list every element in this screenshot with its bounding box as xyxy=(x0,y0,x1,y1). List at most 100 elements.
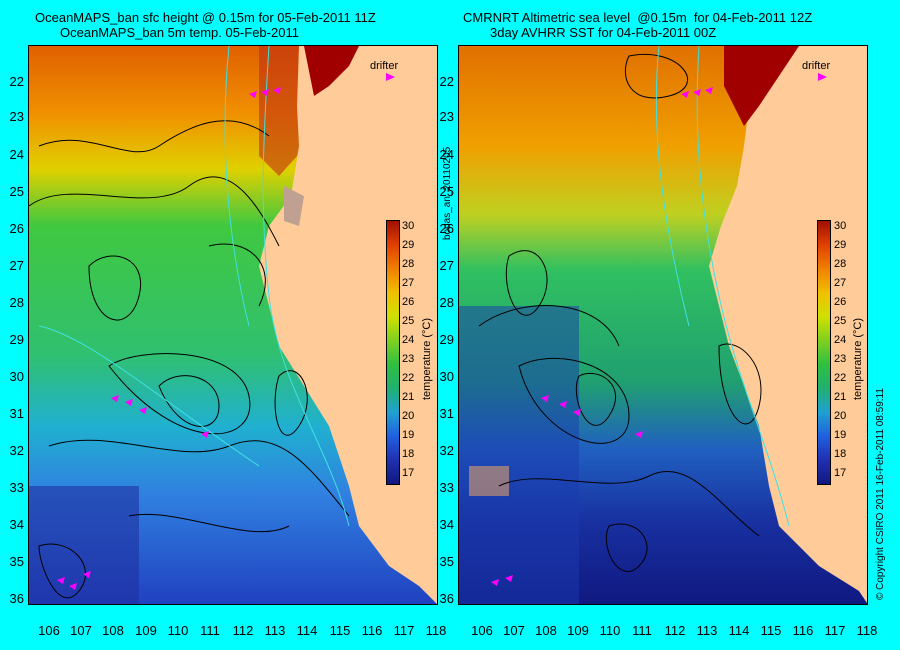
lat-tick: 29 xyxy=(439,332,454,347)
lon-tick: 110 xyxy=(599,623,621,638)
lat-tick: 28 xyxy=(439,295,454,310)
sea-height-contours xyxy=(29,120,350,599)
colorbar-tick: 17 xyxy=(834,467,847,479)
lon-tick: 109 xyxy=(135,623,157,638)
drifter-markers xyxy=(491,87,713,586)
colorbar-tick: 21 xyxy=(402,391,415,403)
lon-tick: 108 xyxy=(102,623,124,638)
land-red-zone xyxy=(304,46,359,96)
colorbar-tick: 27 xyxy=(402,277,415,289)
lon-tick: 107 xyxy=(503,623,525,638)
lat-tick: 34 xyxy=(9,517,24,532)
left-drifter-icon xyxy=(386,73,395,81)
lon-tick: 106 xyxy=(471,623,493,638)
cloud-patch xyxy=(469,466,509,496)
right-map-panel xyxy=(458,45,868,605)
lon-tick: 117 xyxy=(824,623,846,638)
lat-tick: 36 xyxy=(9,591,24,606)
lon-tick: 106 xyxy=(38,623,60,638)
colorbar-tick: 24 xyxy=(834,334,847,346)
right-drifter-icon xyxy=(818,73,827,81)
lon-tick: 118 xyxy=(425,623,447,638)
lon-tick: 115 xyxy=(329,623,351,638)
lon-tick: 109 xyxy=(567,623,589,638)
lon-tick: 118 xyxy=(856,623,878,638)
right-title-line1: CMRNRT Altimetric sea level @0.15m for 0… xyxy=(463,10,813,25)
colorbar-tick: 22 xyxy=(402,372,415,384)
lon-tick: 116 xyxy=(792,623,814,638)
right-colorbar-title: temperature (°C) xyxy=(852,317,864,400)
right-title-line2: 3day AVHRR SST for 04-Feb-2011 00Z xyxy=(490,25,717,40)
lon-tick: 114 xyxy=(728,623,750,638)
lat-tick: 33 xyxy=(9,480,24,495)
lat-tick: 33 xyxy=(439,480,454,495)
lat-tick: 24 xyxy=(9,147,24,162)
left-colorbar xyxy=(386,220,400,485)
lat-tick: 22 xyxy=(439,74,454,89)
right-map-svg xyxy=(459,46,867,604)
lon-tick: 115 xyxy=(760,623,782,638)
left-map-svg xyxy=(29,46,437,604)
colorbar-tick: 30 xyxy=(834,220,847,232)
lat-tick: 23 xyxy=(9,109,24,124)
left-colorbar-title: temperature (°C) xyxy=(421,317,433,400)
bathymetry-lines xyxy=(655,46,790,527)
land-grey-zone xyxy=(284,186,304,226)
lon-tick: 107 xyxy=(70,623,92,638)
lon-tick: 112 xyxy=(664,623,686,638)
lat-tick: 35 xyxy=(9,554,24,569)
colorbar-tick: 18 xyxy=(834,448,847,460)
lat-tick: 36 xyxy=(439,591,454,606)
lon-tick: 113 xyxy=(696,623,718,638)
colorbar-tick: 17 xyxy=(402,467,415,479)
colorbar-tick: 27 xyxy=(834,277,847,289)
lat-tick: 25 xyxy=(439,184,454,199)
lat-tick: 35 xyxy=(439,554,454,569)
colorbar-tick: 24 xyxy=(402,334,415,346)
cloud-noise-area xyxy=(459,306,579,604)
land-red-zone xyxy=(724,46,799,126)
colorbar-tick: 20 xyxy=(834,410,847,422)
colorbar-tick: 29 xyxy=(402,239,415,251)
lon-tick: 110 xyxy=(167,623,189,638)
lat-tick: 32 xyxy=(9,443,24,458)
lat-tick: 24 xyxy=(439,147,454,162)
lat-tick: 26 xyxy=(439,221,454,236)
lon-tick: 116 xyxy=(361,623,383,638)
colorbar-tick: 19 xyxy=(834,429,847,441)
colorbar-tick: 18 xyxy=(402,448,415,460)
lat-tick: 27 xyxy=(9,258,24,273)
bathymetry-lines xyxy=(38,46,350,527)
left-map-panel xyxy=(28,45,438,605)
colorbar-tick: 25 xyxy=(834,315,847,327)
colorbar-tick: 23 xyxy=(402,353,415,365)
lat-tick: 30 xyxy=(9,369,24,384)
lat-tick: 34 xyxy=(439,517,454,532)
lat-tick: 32 xyxy=(439,443,454,458)
colorbar-tick: 23 xyxy=(834,353,847,365)
colorbar-tick: 28 xyxy=(402,258,415,270)
lon-tick: 117 xyxy=(393,623,415,638)
run-id-label: bodas_an_20110205 xyxy=(442,146,453,240)
colorbar-tick: 26 xyxy=(402,296,415,308)
lat-tick: 29 xyxy=(9,332,24,347)
lat-tick: 30 xyxy=(439,369,454,384)
lat-tick: 27 xyxy=(439,258,454,273)
colorbar-tick: 29 xyxy=(834,239,847,251)
lat-tick: 26 xyxy=(9,221,24,236)
drifter-markers xyxy=(57,87,281,590)
right-colorbar xyxy=(817,220,831,485)
lon-tick: 111 xyxy=(632,623,652,638)
lat-tick: 22 xyxy=(9,74,24,89)
lon-tick: 111 xyxy=(200,623,220,638)
colorbar-tick: 25 xyxy=(402,315,415,327)
left-title-line2: OceanMAPS_ban 5m temp. 05-Feb-2011 xyxy=(60,25,299,40)
right-drifter-label: drifter xyxy=(802,60,831,72)
colorbar-tick: 20 xyxy=(402,410,415,422)
colorbar-tick: 19 xyxy=(402,429,415,441)
lat-tick: 31 xyxy=(439,406,454,421)
cold-patch xyxy=(29,486,139,604)
lon-tick: 114 xyxy=(296,623,318,638)
left-drifter-label: drifter xyxy=(370,60,399,72)
copyright-label: © Copyright CSIRO 2011 16-Feb-2011 08:59… xyxy=(875,388,886,600)
